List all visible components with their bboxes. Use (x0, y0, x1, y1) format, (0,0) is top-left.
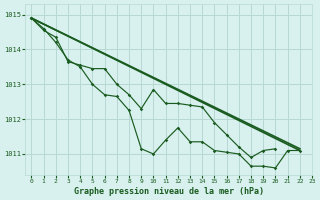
X-axis label: Graphe pression niveau de la mer (hPa): Graphe pression niveau de la mer (hPa) (74, 187, 264, 196)
